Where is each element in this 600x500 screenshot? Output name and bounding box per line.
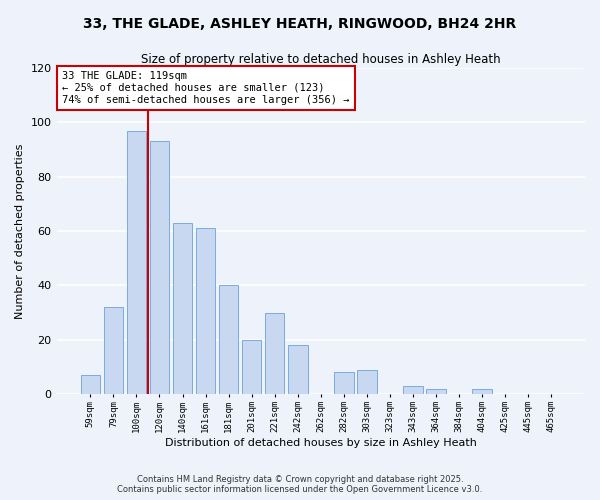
Bar (173, 223, 193, 394)
Bar (288, 345, 308, 394)
Text: 33 THE GLADE: 119sqm
← 25% of detached houses are smaller (123)
74% of semi-deta: 33 THE GLADE: 119sqm ← 25% of detached h… (62, 72, 349, 104)
Title: Size of property relative to detached houses in Ashley Heath: Size of property relative to detached ho… (141, 52, 500, 66)
Y-axis label: Number of detached properties: Number of detached properties (15, 144, 25, 319)
Bar (127, 130, 146, 394)
X-axis label: Distribution of detached houses by size in Ashley Heath: Distribution of detached houses by size … (165, 438, 477, 448)
Bar (357, 370, 377, 394)
Bar (149, 142, 169, 394)
Bar (104, 307, 123, 394)
Bar (403, 386, 423, 394)
Bar (334, 372, 353, 394)
Text: Contains HM Land Registry data © Crown copyright and database right 2025.
Contai: Contains HM Land Registry data © Crown c… (118, 474, 482, 494)
Bar (80, 375, 100, 394)
Bar (265, 312, 284, 394)
Bar (426, 388, 446, 394)
Bar (219, 286, 238, 394)
Bar (472, 388, 492, 394)
Text: 33, THE GLADE, ASHLEY HEATH, RINGWOOD, BH24 2HR: 33, THE GLADE, ASHLEY HEATH, RINGWOOD, B… (83, 18, 517, 32)
Bar (242, 340, 262, 394)
Bar (196, 228, 215, 394)
